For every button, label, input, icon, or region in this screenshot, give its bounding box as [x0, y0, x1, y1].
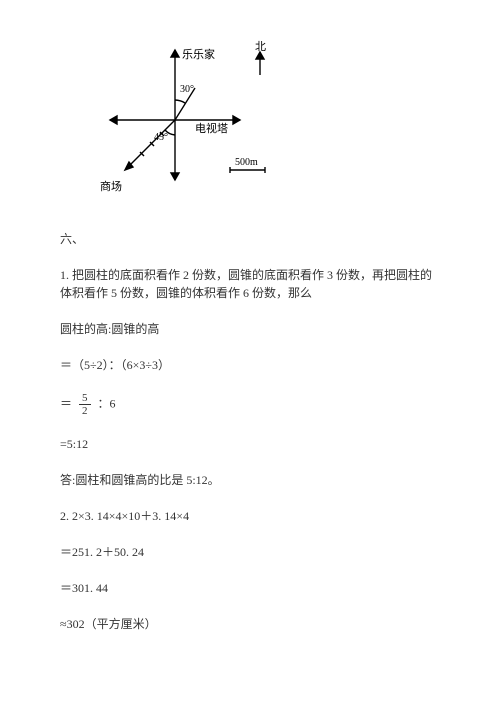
diagram-svg: 北 乐乐家 电视塔 商场 30° 45° 500m	[90, 40, 290, 200]
fraction-denominator: 2	[79, 405, 91, 417]
eq-line-2: ＝ 5 2 ：6	[60, 392, 440, 417]
fraction-numerator: 5	[79, 392, 91, 405]
compass-diagram: 北 乐乐家 电视塔 商场 30° 45° 500m	[90, 40, 440, 200]
home-label: 乐乐家	[182, 47, 215, 61]
eq-line-3: =5:12	[60, 435, 440, 453]
answer-line: 答:圆柱和圆锥高的比是 5:12。	[60, 471, 440, 489]
mall-label: 商场	[100, 179, 122, 193]
ratio-label-line: 圆柱的高:圆锥的高	[60, 320, 440, 338]
fraction-prefix: ＝	[60, 396, 72, 410]
eq-line-1: ＝（5÷2）：（6×3÷3）	[60, 356, 440, 374]
tower-label: 电视塔	[195, 121, 228, 135]
q2-line-b: ＝301. 44	[60, 579, 440, 597]
q2-line-c: ≈302（平方厘米）	[60, 615, 440, 633]
scale-label: 500m	[235, 157, 258, 168]
section-heading: 六、	[60, 230, 440, 248]
angle-ne: 30°	[180, 84, 194, 95]
fraction: 5 2	[79, 392, 91, 417]
north-label: 北	[255, 40, 266, 53]
q2-line: 2. 2×3. 14×4×10＋3. 14×4	[60, 507, 440, 525]
q2-line-a: ＝251. 2＋50. 24	[60, 543, 440, 561]
q1-intro: 1. 把圆柱的底面积看作 2 份数，圆锥的底面积看作 3 份数，再把圆柱的体积看…	[60, 266, 440, 302]
fraction-suffix: ：6	[98, 396, 116, 410]
angle-sw: 45°	[154, 132, 168, 143]
